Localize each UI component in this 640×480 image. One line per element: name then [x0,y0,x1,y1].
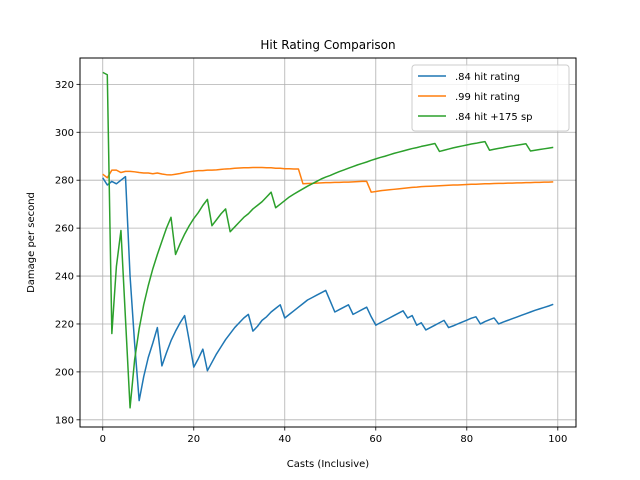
grid [80,58,576,427]
x-tick-label: 60 [369,434,382,445]
x-tick-label: 20 [187,434,200,445]
chart-title: Hit Rating Comparison [260,38,395,52]
legend: .84 hit rating .99 hit rating .84 hit +175… [411,64,570,132]
y-tick-label: 260 [55,224,74,235]
x-tick-label: 40 [278,434,291,445]
legend-label-2: .99 hit rating [455,92,520,103]
x-tick-label: 0 [100,434,106,445]
y-tick-label: 220 [55,319,74,330]
series-lines [102,71,554,409]
axis-ticks: 0 20 40 60 80 100 180 200 220 240 260 280 300 320 [55,80,567,445]
y-tick-label: 320 [55,80,74,91]
y-tick-label: 180 [55,415,74,426]
x-axis-label: Casts (Inclusive) [287,459,369,470]
y-tick-label: 240 [55,272,74,283]
series-line-1 [102,175,554,402]
x-tick-label: 100 [548,434,567,445]
y-tick-label: 280 [55,176,74,187]
y-tick-label: 200 [55,367,74,378]
legend-label-3: .84 hit +175 sp [455,112,533,123]
legend-box [411,64,570,132]
series-line-2 [102,166,554,193]
x-tick-label: 80 [460,434,473,445]
series-line-3 [102,71,554,409]
y-axis-label: Damage per second [26,192,37,293]
legend-label-1: .84 hit rating [455,72,520,83]
plot-frame [79,57,577,428]
y-tick-label: 300 [55,128,74,139]
